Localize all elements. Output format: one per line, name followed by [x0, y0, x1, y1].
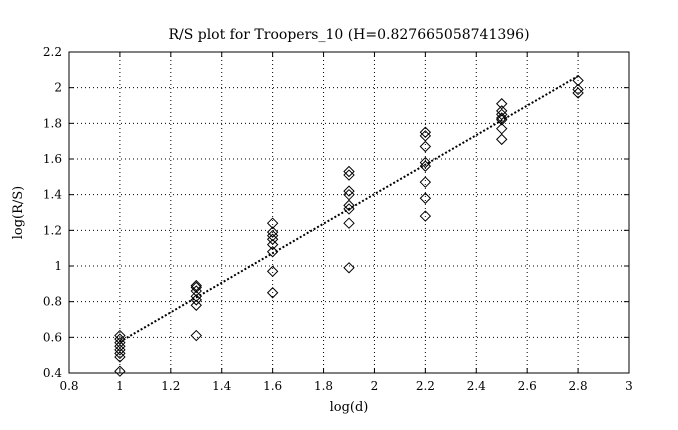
data-point-diamond [419, 126, 432, 138]
y-tick-label: 1.8 [43, 116, 62, 130]
x-tick-label: 2.4 [467, 379, 486, 393]
data-point-diamond [266, 226, 279, 238]
chart-title: R/S plot for Troopers_10 (H=0.8276650587… [168, 27, 529, 43]
data-point-diamond [266, 246, 279, 258]
data-point-diamond [419, 140, 432, 153]
x-tick-labels: 0.8 1 1.2 1.4 1.6 1.8 2 2.2 2.4 2.6 2.8 3 [59, 379, 632, 393]
data-point-diamond [496, 133, 508, 146]
data-point-diamond [266, 265, 279, 278]
x-tick-label: 3 [625, 379, 633, 393]
grid-lines [69, 52, 629, 373]
data-point-diamond [572, 83, 584, 96]
data-point-diamond [190, 329, 202, 342]
y-tick-label: 1.2 [43, 223, 62, 237]
y-tick-label: 2 [54, 81, 62, 95]
data-point-diamond [266, 238, 279, 251]
x-tick-label: 2.6 [518, 379, 537, 393]
y-tick-labels: 0.4 0.6 0.8 1 1.2 1.4 1.6 1.8 2 2.2 [43, 45, 62, 380]
y-tick-label: 0.8 [43, 295, 62, 309]
x-tick-label: 2 [371, 379, 379, 393]
plot-frame [68, 51, 630, 374]
data-point-diamond [343, 165, 355, 178]
y-tick-label: 1 [54, 259, 62, 273]
data-point-diamond [190, 279, 202, 292]
axis-ticks [68, 51, 630, 374]
data-point-diamond [266, 287, 279, 299]
data-point-diamond [190, 299, 202, 311]
data-point-diamond [419, 156, 432, 169]
y-tick-label: 1.6 [43, 152, 62, 166]
x-tick-label: 2.2 [416, 379, 435, 393]
data-point-diamond [496, 105, 508, 117]
data-point-diamond [496, 122, 508, 135]
x-tick-label: 1.8 [314, 379, 333, 393]
data-point-diamond [343, 262, 355, 274]
y-tick-label: 2.2 [43, 45, 62, 59]
x-tick-label: 2.8 [569, 379, 588, 393]
data-points [114, 74, 584, 377]
y-tick-label: 1.4 [43, 188, 62, 202]
x-tick-label: 1 [116, 379, 124, 393]
fit-line [119, 75, 579, 343]
data-point-diamond [190, 281, 202, 294]
x-tick-label: 1.6 [263, 379, 282, 393]
y-axis-label: log(R/S) [11, 186, 26, 240]
data-point-diamond [343, 199, 355, 212]
x-tick-label: 1.4 [212, 379, 231, 393]
x-axis-label: log(d) [330, 400, 369, 415]
y-tick-label: 0.4 [43, 366, 62, 380]
data-point-diamond [496, 98, 508, 110]
data-point-diamond [419, 210, 432, 222]
y-tick-label: 0.6 [43, 330, 62, 344]
data-point-diamond [343, 217, 355, 229]
data-point-diamond [419, 192, 432, 204]
data-point-diamond [266, 217, 279, 229]
data-point-diamond [419, 176, 432, 188]
data-point-diamond [114, 329, 126, 342]
data-point-diamond [343, 185, 355, 197]
x-tick-label: 1.2 [161, 379, 180, 393]
data-point-diamond [114, 365, 126, 377]
x-tick-label: 0.8 [59, 379, 78, 393]
